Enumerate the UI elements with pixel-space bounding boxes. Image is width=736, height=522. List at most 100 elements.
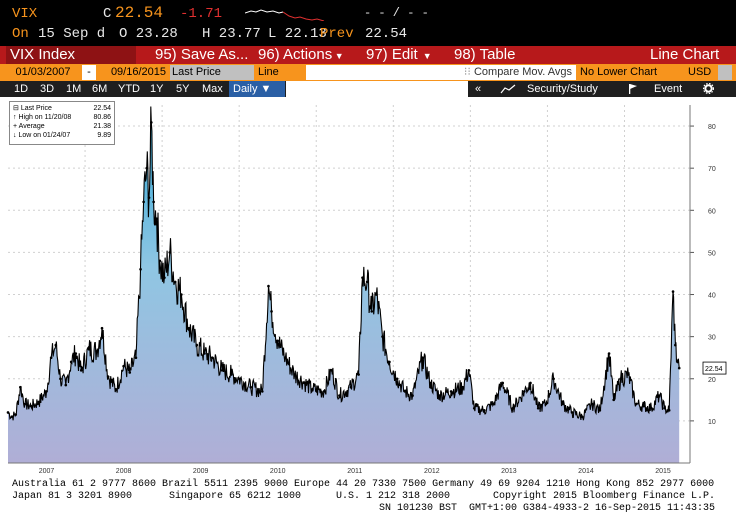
x-tick-label: 2007: [39, 468, 55, 475]
data-point: [145, 166, 149, 170]
high-marker-icon: ↑: [13, 114, 19, 121]
data-point: [657, 394, 661, 397]
data-point: [676, 360, 679, 364]
data-point: [19, 385, 22, 389]
data-point: [267, 284, 270, 288]
line-style-select[interactable]: Line: [256, 65, 306, 80]
x-tick-label: 2013: [501, 468, 517, 475]
footer-phone-singapore: Singapore 65 6212 1000: [169, 491, 302, 502]
dash-icon: ⊟: [13, 105, 21, 112]
data-point: [677, 366, 681, 370]
edit-label: 97) Edit: [366, 46, 418, 63]
legend-last-price-value: 22.54: [93, 105, 111, 112]
last-price-tag: 22.54: [705, 366, 723, 373]
data-point: [492, 402, 495, 406]
data-point: [388, 360, 391, 364]
security-field[interactable]: VIX Index: [6, 46, 136, 64]
data-point: [173, 280, 177, 284]
price-field-dropdown[interactable]: [240, 65, 254, 80]
range-1y[interactable]: 1Y: [150, 83, 164, 95]
quote-date: 15 Sep d: [38, 26, 106, 42]
security-study-button[interactable]: Security/Study: [527, 83, 598, 95]
data-point: [544, 402, 548, 406]
frequency-input[interactable]: [286, 81, 468, 97]
data-point: [276, 339, 280, 343]
range-1d[interactable]: 1D: [14, 83, 29, 95]
data-point: [650, 406, 653, 410]
data-point: [168, 251, 172, 254]
y-tick-label: 50: [708, 250, 716, 257]
legend-label: ↑ High on 11/20/08: [13, 114, 71, 122]
data-point: [357, 373, 360, 376]
range-5y[interactable]: 5Y: [176, 83, 190, 95]
data-point: [180, 293, 183, 296]
data-point: [381, 335, 384, 338]
compare-icon: ⁝⁝: [463, 66, 474, 78]
range-max[interactable]: Max: [202, 83, 223, 95]
data-point: [69, 360, 73, 364]
low-marker-icon: ↓: [13, 132, 19, 139]
data-point: [663, 406, 666, 410]
event-button[interactable]: Event: [654, 83, 683, 95]
legend-last-price-label: Last Price: [20, 105, 52, 112]
date-range-dash: -: [82, 65, 96, 80]
sparkline: [245, 9, 325, 21]
x-tick-label: 2008: [116, 468, 132, 475]
price-area-fill: [8, 106, 680, 463]
currency-dropdown[interactable]: [718, 65, 732, 80]
prev-price: 22.54: [365, 26, 408, 42]
data-point: [220, 369, 224, 372]
prev-label: Prev: [320, 26, 354, 42]
edit-menu[interactable]: 97) Edit ▼: [366, 46, 432, 64]
data-point: [293, 373, 296, 376]
data-point: [529, 381, 532, 385]
actions-menu[interactable]: 96) Actions ▼: [258, 46, 344, 64]
frequency-select[interactable]: Daily ▼: [229, 81, 285, 97]
data-point: [303, 381, 306, 385]
last-price-prefix: C: [103, 6, 112, 22]
data-point: [580, 415, 584, 418]
data-point: [612, 398, 616, 402]
compare-moving-averages[interactable]: ⁝⁝ Compare Mov. Avgs: [306, 65, 576, 80]
data-point: [249, 385, 253, 389]
end-date-field[interactable]: 09/16/2015: [98, 65, 168, 80]
data-point: [270, 310, 273, 313]
x-tick-label: 2012: [424, 468, 440, 475]
data-point: [365, 280, 369, 284]
data-point: [370, 310, 374, 313]
collapse-button[interactable]: «: [475, 83, 482, 95]
lower-chart-select[interactable]: No Lower Chart: [578, 65, 686, 80]
open-price: O 23.28: [119, 26, 178, 42]
chart-type-button[interactable]: Line Chart: [650, 46, 720, 63]
x-tick-label: 2014: [578, 468, 594, 475]
legend-label: ⊟ Last Price: [13, 105, 52, 113]
chart-panel: 10 20 30 40 50 60 70 80 2007 2008 2009 2010 2011 2012…: [0, 97, 736, 477]
line-chart-icon: [500, 84, 516, 94]
data-point: [472, 406, 476, 410]
footer-copyright: Copyright 2015 Bloomberg Finance L.P.: [493, 491, 716, 502]
data-point: [598, 409, 602, 412]
data-point: [150, 121, 153, 124]
data-point: [642, 404, 646, 408]
currency-select[interactable]: USD: [688, 65, 718, 80]
high-price: H 23.77: [202, 26, 261, 42]
data-point: [49, 356, 53, 360]
range-3d[interactable]: 3D: [40, 83, 55, 95]
x-tick-label: 2009: [193, 468, 209, 475]
flag-icon: [629, 84, 637, 94]
range-ytd[interactable]: YTD: [118, 83, 140, 95]
data-point: [139, 267, 142, 271]
data-point: [6, 411, 10, 414]
save-as-button[interactable]: 95) Save As...: [155, 46, 249, 63]
range-6m[interactable]: 6M: [92, 83, 108, 95]
price-change: -1.71: [180, 6, 223, 22]
price-field-select[interactable]: Last Price: [170, 65, 242, 80]
gear-icon[interactable]: [703, 83, 714, 94]
table-button[interactable]: 98) Table: [454, 46, 516, 63]
chart-axes: 10 20 30 40 50 60 70 80 2007 2008 2009 2010 2011 2012…: [8, 105, 727, 475]
range-1m[interactable]: 1M: [66, 83, 82, 95]
data-point: [607, 352, 611, 355]
price-line: [7, 106, 680, 421]
data-point: [421, 356, 424, 360]
start-date-field[interactable]: 01/03/2007: [6, 65, 80, 80]
